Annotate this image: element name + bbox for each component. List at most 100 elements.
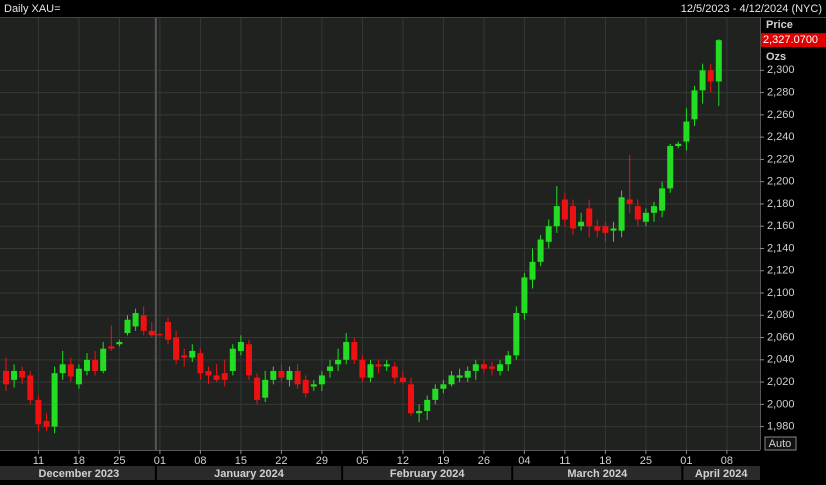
candle-body: [634, 206, 641, 220]
candle-body: [278, 370, 285, 378]
month-label: January 2024: [214, 468, 285, 480]
candle-body: [586, 208, 593, 227]
candle-body: [59, 364, 66, 374]
y-tick-label: 2,120: [767, 265, 795, 277]
candle-body: [254, 377, 261, 400]
month-label: March 2024: [567, 468, 628, 480]
candle-body: [100, 348, 107, 371]
candle-body: [43, 421, 50, 427]
last-price-tag: [761, 33, 826, 48]
candle-body: [19, 370, 26, 378]
candle-body: [375, 364, 382, 367]
candle-body: [294, 370, 301, 385]
candle-body: [489, 366, 495, 369]
candle-body: [424, 399, 431, 412]
y-tick-label: 2,060: [767, 331, 795, 343]
candle-body: [408, 384, 414, 414]
candle-body: [27, 375, 34, 400]
y-tick-label: 2,100: [767, 287, 795, 299]
x-tick-label: 25: [640, 455, 652, 467]
x-tick-label: 04: [518, 455, 530, 467]
y-tick-label: 2,280: [767, 87, 795, 99]
candle-body: [472, 364, 479, 371]
y-tick-label: 2,240: [767, 131, 795, 143]
chart-title: Daily XAU=: [4, 3, 61, 15]
candle-body: [642, 212, 649, 222]
candle-body: [351, 342, 358, 360]
candle-body: [11, 370, 18, 380]
candle-body: [594, 226, 601, 231]
auto-button[interactable]: Auto: [764, 436, 797, 451]
month-label: December 2023: [39, 468, 120, 480]
candle-body: [464, 370, 471, 378]
candle-body: [108, 346, 115, 349]
candle-body: [286, 370, 293, 380]
candle-body: [327, 366, 333, 371]
candle-body: [262, 379, 269, 398]
candle-body: [124, 319, 131, 334]
candle-body: [367, 364, 374, 378]
candle-body: [237, 342, 244, 351]
candle-body: [448, 375, 455, 385]
candle-body: [675, 143, 682, 147]
candle-body: [189, 350, 196, 358]
candle-body: [92, 359, 99, 371]
candle-body: [229, 348, 236, 371]
candle-body: [715, 40, 722, 82]
candle-body: [602, 226, 609, 233]
candle-body: [205, 370, 212, 376]
candle-body: [213, 375, 220, 380]
candle-body: [440, 384, 447, 389]
candle-body: [537, 239, 544, 262]
y-tick-label: 2,160: [767, 220, 795, 232]
auto-button-label[interactable]: Auto: [769, 438, 792, 450]
candle-body: [246, 344, 252, 376]
candle-body: [3, 370, 9, 385]
month-label: February 2024: [390, 468, 465, 480]
x-tick-label: 26: [478, 455, 490, 467]
candle-body: [497, 364, 504, 371]
y-tick-label: 2,260: [767, 109, 795, 121]
y-tick-label: 2,200: [767, 176, 795, 188]
candle-body: [699, 70, 706, 91]
candle-body: [116, 342, 123, 345]
candle-body: [399, 377, 406, 383]
candle-body: [610, 228, 617, 231]
month-label: April 2024: [695, 468, 748, 480]
candle-body: [140, 315, 147, 331]
plot-area: [0, 18, 760, 450]
candle-body: [132, 313, 139, 327]
x-tick-label: 18: [599, 455, 611, 467]
candle-body: [67, 364, 74, 377]
candle-body: [578, 221, 585, 227]
x-tick-label: 12: [397, 455, 409, 467]
candle-body: [513, 313, 520, 356]
y-tick-label: 1,980: [767, 421, 795, 433]
candle-body: [302, 379, 309, 394]
candle-body: [432, 388, 439, 400]
candle-body: [691, 90, 698, 120]
last-price-label: 2,327.0700: [763, 34, 818, 46]
candle-body: [148, 330, 155, 336]
candle-body: [416, 411, 423, 414]
x-tick-label: 11: [559, 455, 570, 467]
auto-button-frame[interactable]: [764, 436, 797, 451]
candle-body: [51, 373, 58, 427]
candle-body: [359, 359, 366, 378]
x-tick-label: 08: [194, 455, 206, 467]
x-tick-label: 11: [33, 455, 44, 467]
candle-body: [667, 146, 674, 189]
candle-body: [480, 364, 487, 369]
candle-body: [456, 375, 463, 378]
x-tick-label: 22: [275, 455, 287, 467]
candle-body: [618, 197, 625, 231]
candle-body: [165, 321, 171, 340]
candle-body: [651, 206, 657, 213]
month-band: [0, 466, 760, 480]
y-tick-label: 2,020: [767, 376, 795, 388]
y-tick-label: 2,140: [767, 242, 795, 254]
candle-body: [570, 206, 576, 229]
y-tick-label: 2,080: [767, 309, 795, 321]
candle-body: [335, 359, 342, 365]
candle-body: [707, 70, 714, 82]
